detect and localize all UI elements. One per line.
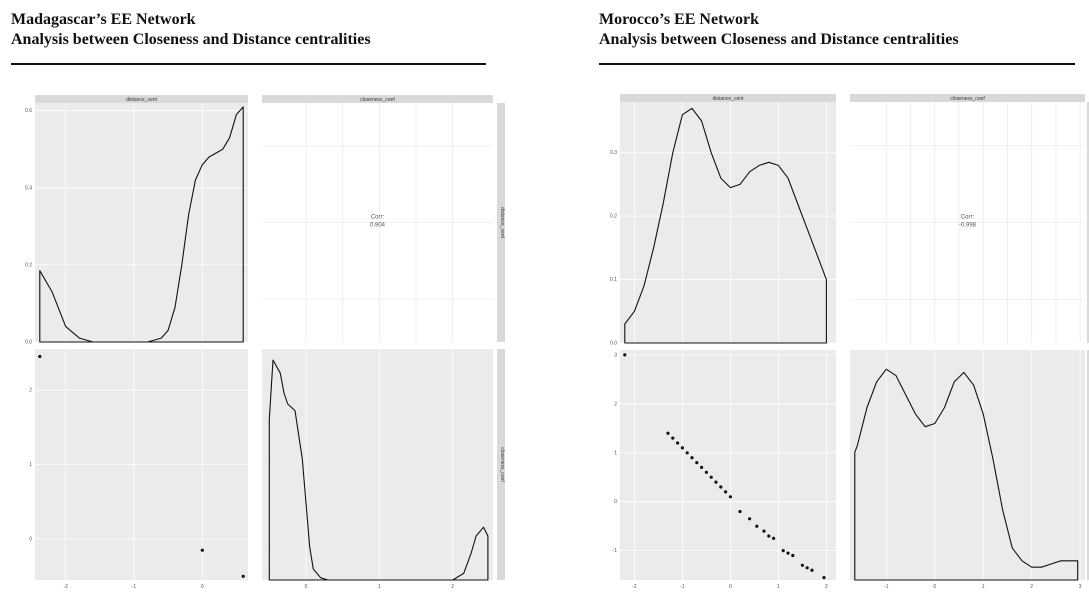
scatter-point bbox=[700, 465, 704, 469]
scatter-point bbox=[38, 354, 42, 359]
x-tick-label: -2 bbox=[632, 584, 637, 590]
scatter-point bbox=[241, 574, 245, 578]
scatter-point bbox=[728, 495, 732, 499]
y-tick-label: 0.1 bbox=[610, 277, 617, 283]
scatter-point bbox=[623, 353, 627, 357]
x-tick-label: -1 bbox=[884, 584, 889, 590]
y-tick-label: 2 bbox=[29, 387, 32, 393]
strip-row-2 bbox=[1087, 350, 1089, 580]
scatter-point bbox=[781, 549, 785, 553]
density-curve-closeness bbox=[854, 368, 1079, 581]
density-curve-distance bbox=[624, 107, 827, 344]
scatter-point bbox=[690, 456, 694, 460]
x-tick-label: 0 bbox=[933, 584, 936, 590]
x-tick-label: -1 bbox=[132, 584, 137, 590]
figure-title-line2: Analysis between Closeness and Distance … bbox=[599, 31, 959, 48]
strip-label: closeness_coef bbox=[950, 96, 985, 102]
strip-label: distance_cent bbox=[499, 207, 505, 238]
y-tick-label: 1 bbox=[29, 462, 32, 468]
figure-title-line1: Morocco’s EE Network bbox=[599, 11, 759, 28]
scatter-point bbox=[200, 548, 204, 552]
strip-column-2 bbox=[262, 95, 493, 103]
density-curve-closeness bbox=[268, 359, 489, 581]
strip-row-2 bbox=[497, 349, 505, 580]
scatter-point bbox=[748, 517, 752, 521]
strip-column-1 bbox=[620, 94, 836, 102]
correlation-value: -0.998 bbox=[959, 223, 977, 229]
scatter-point bbox=[724, 490, 728, 494]
x-tick-label: 1 bbox=[378, 584, 381, 590]
strip-label: distance_cent bbox=[713, 96, 744, 102]
x-tick-label: -2 bbox=[63, 584, 68, 590]
figure-title-line2: Analysis between Closeness and Distance … bbox=[11, 31, 371, 48]
strip-column-2 bbox=[850, 94, 1085, 102]
y-tick-label: 0.2 bbox=[25, 262, 32, 268]
correlation-label: Corr: bbox=[961, 215, 975, 221]
title-rule bbox=[599, 63, 1075, 65]
x-tick-label: 2 bbox=[1030, 584, 1033, 590]
scatter-point bbox=[666, 431, 670, 435]
panel-background bbox=[262, 349, 493, 580]
figure-title-line1: Madagascar’s EE Network bbox=[11, 11, 196, 28]
y-tick-label: 0.0 bbox=[610, 341, 617, 347]
panel-background bbox=[850, 350, 1085, 580]
x-tick-label: 2 bbox=[825, 584, 828, 590]
x-tick-label: 2 bbox=[451, 584, 454, 590]
y-tick-label: 0.6 bbox=[25, 108, 32, 114]
scatter-point bbox=[822, 576, 826, 580]
panel-background bbox=[620, 102, 836, 343]
y-tick-label: 0.2 bbox=[610, 214, 617, 220]
scatter-point bbox=[762, 529, 766, 533]
y-tick-label: 2 bbox=[614, 401, 617, 407]
strip-label: closeness_coef bbox=[360, 97, 395, 103]
scatter-point bbox=[719, 485, 723, 489]
scatter-point bbox=[695, 461, 699, 465]
scatter-point bbox=[671, 436, 675, 440]
y-tick-label: 1 bbox=[614, 450, 617, 456]
scatter-point bbox=[810, 568, 814, 572]
x-tick-label: 3 bbox=[1079, 584, 1082, 590]
scatter-point bbox=[786, 551, 790, 555]
scatter-point bbox=[767, 534, 771, 538]
scatter-point bbox=[805, 566, 809, 570]
y-tick-label: 0 bbox=[29, 537, 32, 543]
y-tick-label: 0 bbox=[614, 499, 617, 505]
scatter-point bbox=[676, 441, 680, 445]
strip-row-1 bbox=[1087, 102, 1089, 343]
x-tick-label: 1 bbox=[777, 584, 780, 590]
x-tick-label: -1 bbox=[680, 584, 685, 590]
scatter-point bbox=[738, 509, 742, 514]
strip-row-1 bbox=[497, 103, 505, 342]
scatter-point bbox=[714, 480, 718, 484]
correlation-value: 0.904 bbox=[370, 223, 386, 229]
scatter-point bbox=[772, 536, 776, 540]
scatter-point bbox=[800, 563, 804, 567]
pairs-plot-morocco: distance_centcloseness_coefdistance_cent… bbox=[610, 94, 1089, 590]
y-tick-label: 3 bbox=[614, 352, 617, 358]
scatter-point bbox=[680, 446, 684, 450]
scatter-point bbox=[704, 470, 708, 474]
strip-label: distance_cent bbox=[126, 97, 157, 103]
panel-background bbox=[620, 350, 836, 580]
x-tick-label: 0 bbox=[201, 584, 204, 590]
panel-background bbox=[35, 103, 248, 342]
density-curve-distance bbox=[39, 106, 244, 343]
x-tick-label: 1 bbox=[982, 584, 985, 590]
x-tick-label: 0 bbox=[305, 584, 308, 590]
y-tick-label: 0.0 bbox=[25, 340, 32, 346]
scatter-point bbox=[709, 475, 713, 479]
pairs-plot-madagascar: distance_cent closeness_coef distance_cent… bbox=[25, 95, 505, 590]
y-tick-label: 0.3 bbox=[610, 150, 617, 156]
strip-column-1 bbox=[35, 95, 248, 103]
title-rule bbox=[11, 63, 486, 65]
y-tick-label: 0.4 bbox=[25, 185, 32, 191]
correlation-label: Corr: bbox=[371, 215, 385, 221]
x-tick-label: 0 bbox=[729, 584, 732, 590]
scatter-point bbox=[685, 451, 689, 455]
scatter-point bbox=[791, 553, 795, 558]
scatter-point bbox=[755, 524, 759, 528]
strip-label: closeness_coef bbox=[499, 447, 505, 482]
y-tick-label: -1 bbox=[613, 548, 618, 554]
